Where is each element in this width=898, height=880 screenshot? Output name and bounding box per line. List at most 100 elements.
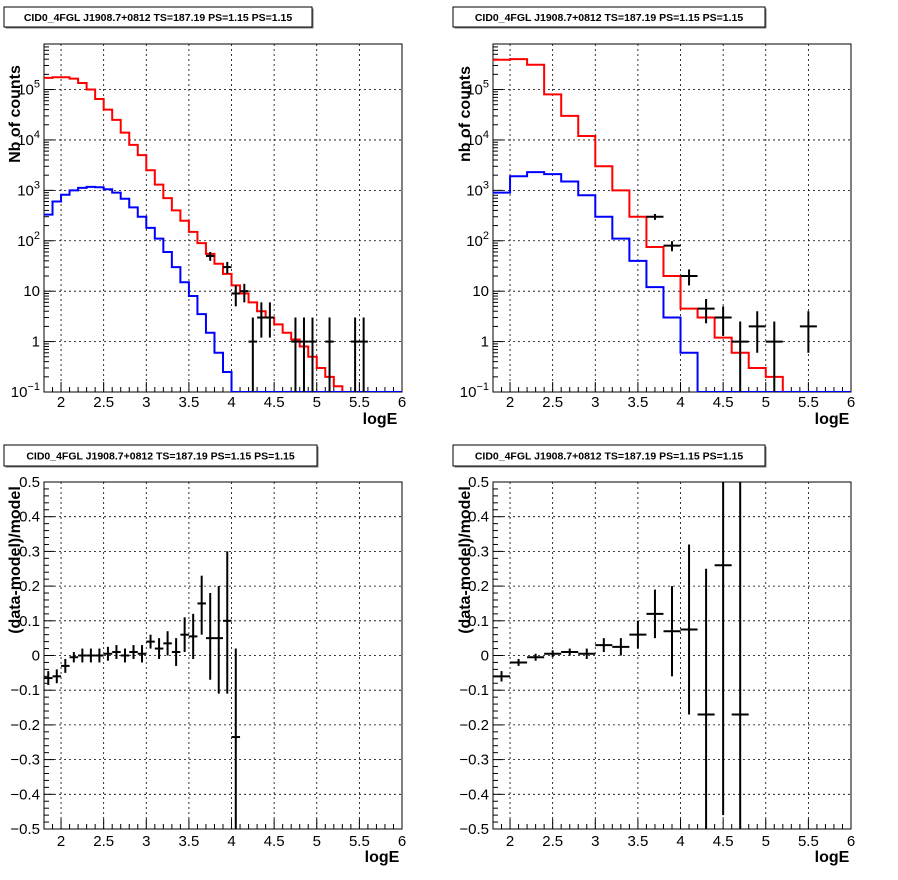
x-tick-label: 4.5 xyxy=(264,833,285,850)
x-axis-ticks xyxy=(43,819,403,829)
x-axis-ticks xyxy=(492,382,852,392)
data-point xyxy=(595,638,613,653)
data-point xyxy=(240,283,249,303)
x-tick-label: 3.5 xyxy=(627,394,648,411)
data-point xyxy=(748,311,766,353)
y-tick-label: 0.5 xyxy=(468,474,489,491)
x-tick-label: 2.5 xyxy=(542,394,563,411)
data-point xyxy=(629,620,647,649)
chart-panel-1: CID0_4FGL J1908.7+0812 TS=187.19 PS=1.15… xyxy=(3,6,406,428)
y-tick-label: 104 xyxy=(466,129,489,149)
chart-title: CID0_4FGL J1908.7+0812 TS=187.19 PS=1.15… xyxy=(26,451,294,463)
data-point xyxy=(308,317,317,392)
data-point xyxy=(731,321,749,392)
histogram-series-1 xyxy=(493,58,851,392)
data-point xyxy=(265,302,275,338)
data-point xyxy=(188,613,198,659)
data-point xyxy=(350,317,360,392)
x-tick-label: 4 xyxy=(227,394,235,411)
chart-panel-4: CID0_4FGL J1908.7+0812 TS=187.19 PS=1.15… xyxy=(452,444,855,866)
x-tick-label: 4 xyxy=(676,833,684,850)
data-point xyxy=(69,652,79,663)
data-point xyxy=(120,648,130,663)
y-tick-label: 104 xyxy=(17,129,40,149)
y-tick-label: 0.3 xyxy=(19,543,40,560)
data-point xyxy=(231,285,241,307)
x-axis-ticks xyxy=(43,382,403,392)
y-tick-label: −0.4 xyxy=(459,786,489,803)
data-point xyxy=(714,306,732,336)
data-point xyxy=(197,575,206,635)
chart-title: CID0_4FGL J1908.7+0812 TS=187.19 PS=1.15… xyxy=(475,451,743,463)
chart-title: CID0_4FGL J1908.7+0812 TS=187.19 PS=1.15… xyxy=(24,12,292,24)
title-box xyxy=(452,444,766,467)
data-point xyxy=(680,269,698,286)
data-point xyxy=(103,646,113,661)
chart-panel-2: CID0_4FGL J1908.7+0812 TS=187.19 PS=1.15… xyxy=(452,6,855,428)
plot-frame xyxy=(43,43,403,393)
y-tick-label: 0 xyxy=(32,648,40,665)
data-point xyxy=(214,586,223,694)
y-axis-ticks xyxy=(493,481,503,830)
x-tick-label: 6 xyxy=(398,833,406,850)
data-point xyxy=(510,658,528,666)
data-point xyxy=(578,648,596,659)
y-tick-label: −0.5 xyxy=(10,821,40,838)
data-point xyxy=(663,241,681,252)
data-point xyxy=(714,482,732,816)
x-tick-label: 4.5 xyxy=(264,394,285,411)
data-point xyxy=(231,648,241,829)
plot-area xyxy=(44,551,241,829)
histogram-series-2 xyxy=(44,185,402,392)
y-tick-label: −0.1 xyxy=(10,682,40,699)
x-axis-label: logE xyxy=(815,411,850,428)
y-tick-label: 0.5 xyxy=(19,474,40,491)
x-tick-label: 4 xyxy=(227,833,235,850)
data-point xyxy=(359,317,368,392)
y-tick-label: 103 xyxy=(466,179,489,199)
data-point xyxy=(223,551,232,694)
x-tick-label: 3.5 xyxy=(178,833,199,850)
plot-area xyxy=(493,482,749,829)
data-point xyxy=(248,317,258,392)
y-tick-label: 1 xyxy=(481,334,489,351)
x-tick-label: 3.5 xyxy=(627,833,648,850)
x-tick-label: 2 xyxy=(506,833,514,850)
y-tick-label: −0.4 xyxy=(10,786,40,803)
plot-frame xyxy=(492,43,852,393)
chart-title: CID0_4FGL J1908.7+0812 TS=187.19 PS=1.15… xyxy=(475,12,743,24)
title-box xyxy=(452,6,766,28)
grid xyxy=(44,44,403,393)
data-point xyxy=(561,648,579,656)
data-point xyxy=(646,213,664,220)
y-tick-label: −0.5 xyxy=(459,821,489,838)
data-point xyxy=(299,317,309,392)
data-point xyxy=(680,544,698,715)
y-tick-label: −0.2 xyxy=(10,717,40,734)
y-tick-label: −0.3 xyxy=(10,752,40,769)
data-point xyxy=(78,648,87,663)
data-point xyxy=(799,311,817,353)
data-point xyxy=(646,589,664,639)
data-point xyxy=(223,261,232,274)
x-tick-label: 2.5 xyxy=(542,833,563,850)
x-axis-label: logE xyxy=(365,849,400,866)
histogram-series-2 xyxy=(493,171,851,392)
data-point xyxy=(731,482,749,829)
data-point xyxy=(527,653,545,661)
grid xyxy=(493,44,852,393)
y-tick-label: 105 xyxy=(17,79,40,99)
data-point xyxy=(291,317,300,392)
x-axis-ticks xyxy=(492,819,852,829)
y-tick-label: 10−1 xyxy=(460,381,489,401)
x-tick-label: 5.5 xyxy=(349,394,370,411)
y-tick-label: 10−1 xyxy=(11,381,40,401)
data-point xyxy=(205,251,215,261)
data-point xyxy=(257,302,266,338)
data-point xyxy=(493,671,511,682)
y-tick-label: −0.3 xyxy=(459,752,489,769)
x-tick-label: 2.5 xyxy=(93,394,114,411)
data-point xyxy=(325,317,334,392)
